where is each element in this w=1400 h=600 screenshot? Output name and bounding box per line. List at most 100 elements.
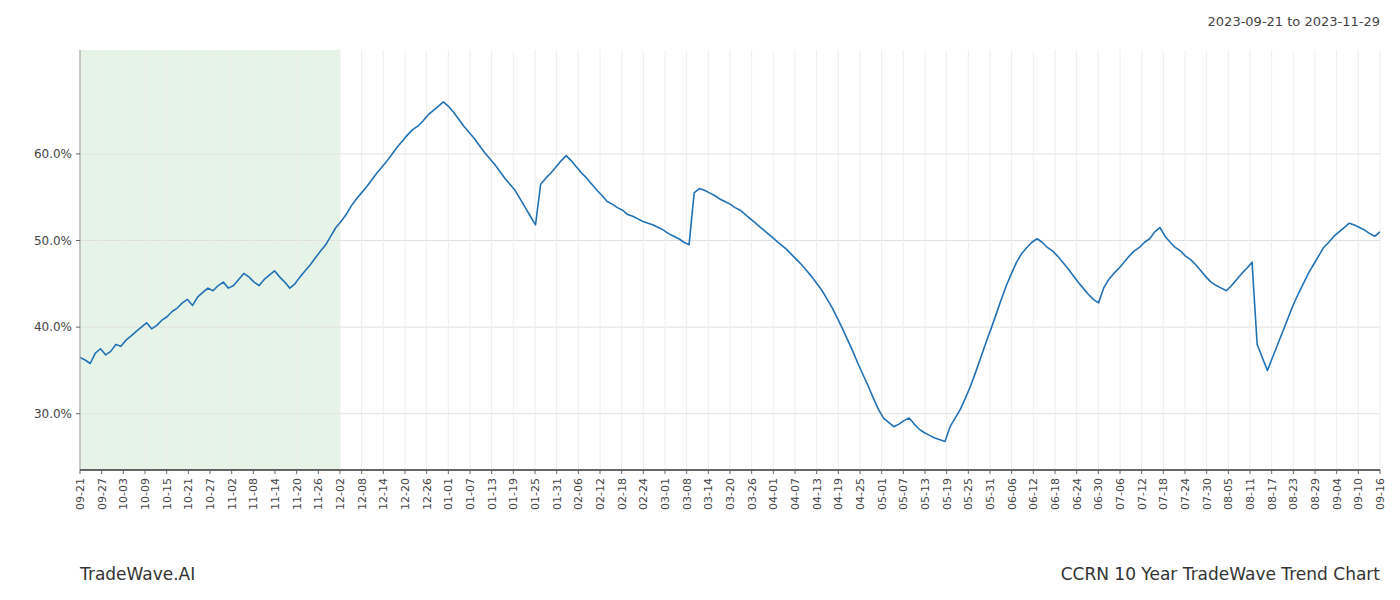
- x-grid-line: [578, 50, 579, 470]
- chart-svg: 30.0%40.0%50.0%60.0%09-2109-2710-0310-09…: [0, 0, 1400, 600]
- x-tick-label: 10-27: [204, 478, 217, 510]
- x-tick-label: 03-08: [681, 478, 694, 510]
- x-grid-line: [665, 50, 666, 470]
- x-grid-line: [1033, 50, 1034, 470]
- x-tick: [318, 470, 319, 474]
- x-grid-line: [470, 50, 471, 470]
- x-grid-line: [643, 50, 644, 470]
- x-tick-label: 08-23: [1287, 478, 1300, 510]
- x-tick: [188, 470, 189, 474]
- x-grid-line: [773, 50, 774, 470]
- x-tick-label: 06-24: [1071, 478, 1084, 510]
- x-tick: [1185, 470, 1186, 474]
- x-grid-line: [1228, 50, 1229, 470]
- x-tick: [1250, 470, 1251, 474]
- x-tick-label: 12-02: [334, 478, 347, 510]
- y-tick: [76, 153, 80, 154]
- x-tick: [1163, 470, 1164, 474]
- x-tick: [1098, 470, 1099, 474]
- chart-container: 30.0%40.0%50.0%60.0%09-2109-2710-0310-09…: [0, 0, 1400, 600]
- x-tick-label: 01-31: [551, 478, 564, 510]
- x-tick: [1228, 470, 1229, 474]
- x-grid-line: [426, 50, 427, 470]
- x-grid-line: [686, 50, 687, 470]
- y-axis-line: [80, 50, 81, 470]
- x-tick-label: 09-16: [1374, 478, 1387, 510]
- x-tick-label: 08-17: [1266, 478, 1279, 510]
- x-tick: [556, 470, 557, 474]
- grid: [80, 50, 1380, 470]
- x-tick: [795, 470, 796, 474]
- x-tick: [296, 470, 297, 474]
- x-grid-line: [946, 50, 947, 470]
- x-grid-line: [925, 50, 926, 470]
- x-grid-line: [1055, 50, 1056, 470]
- x-tick-label: 05-19: [941, 478, 954, 510]
- x-grid-line: [556, 50, 557, 470]
- x-tick: [881, 470, 882, 474]
- x-grid-line: [816, 50, 817, 470]
- x-grid-line: [101, 50, 102, 470]
- line-group: [80, 102, 1380, 441]
- x-tick: [1358, 470, 1359, 474]
- x-grid-line: [1185, 50, 1186, 470]
- x-grid-line: [231, 50, 232, 470]
- x-tick: [903, 470, 904, 474]
- y-tick: [76, 327, 80, 328]
- x-grid-line: [210, 50, 211, 470]
- x-tick-label: 04-19: [832, 478, 845, 510]
- x-tick-label: 09-10: [1352, 478, 1365, 510]
- x-tick: [1293, 470, 1294, 474]
- x-tick-label: 01-01: [442, 478, 455, 510]
- x-grid-line: [838, 50, 839, 470]
- x-tick-label: 04-13: [811, 478, 824, 510]
- x-tick: [405, 470, 406, 474]
- x-tick-label: 06-12: [1027, 478, 1040, 510]
- x-tick: [513, 470, 514, 474]
- x-tick: [1011, 470, 1012, 474]
- x-tick-label: 12-20: [399, 478, 412, 510]
- x-tick: [426, 470, 427, 474]
- x-tick: [1380, 470, 1381, 474]
- x-grid-line: [405, 50, 406, 470]
- x-tick-label: 09-04: [1331, 478, 1344, 510]
- x-tick: [946, 470, 947, 474]
- x-grid-line: [600, 50, 601, 470]
- x-tick-label: 07-30: [1201, 478, 1214, 510]
- x-tick: [340, 470, 341, 474]
- x-grid-line: [1293, 50, 1294, 470]
- x-tick-label: 10-03: [117, 478, 130, 510]
- x-tick-label: 08-11: [1244, 478, 1257, 510]
- x-tick: [751, 470, 752, 474]
- x-tick: [383, 470, 384, 474]
- x-grid-line: [145, 50, 146, 470]
- y-tick-label: 50.0%: [34, 234, 72, 248]
- x-tick-label: 06-18: [1049, 478, 1062, 510]
- x-tick: [535, 470, 536, 474]
- x-tick: [166, 470, 167, 474]
- x-grid-line: [1141, 50, 1142, 470]
- x-grid-line: [1206, 50, 1207, 470]
- x-grid-line: [491, 50, 492, 470]
- x-grid-line: [1120, 50, 1121, 470]
- x-tick: [210, 470, 211, 474]
- x-grid-line: [730, 50, 731, 470]
- x-tick-label: 07-12: [1136, 478, 1149, 510]
- annotation: TradeWave.AI: [79, 564, 195, 584]
- x-tick: [1315, 470, 1316, 474]
- title: CCRN 10 Year TradeWave Trend Chart: [1061, 564, 1381, 584]
- x-tick: [470, 470, 471, 474]
- x-tick: [1336, 470, 1337, 474]
- x-grid-line: [708, 50, 709, 470]
- x-grid-line: [318, 50, 319, 470]
- x-tick: [773, 470, 774, 474]
- x-tick: [145, 470, 146, 474]
- x-tick-label: 02-18: [616, 478, 629, 510]
- x-grid-line: [1011, 50, 1012, 470]
- y-tick-label: 60.0%: [34, 147, 72, 161]
- y-tick-label: 40.0%: [34, 320, 72, 334]
- x-tick-label: 04-07: [789, 478, 802, 510]
- x-tick-label: 06-06: [1006, 478, 1019, 510]
- x-tick-label: 02-12: [594, 478, 607, 510]
- x-tick: [101, 470, 102, 474]
